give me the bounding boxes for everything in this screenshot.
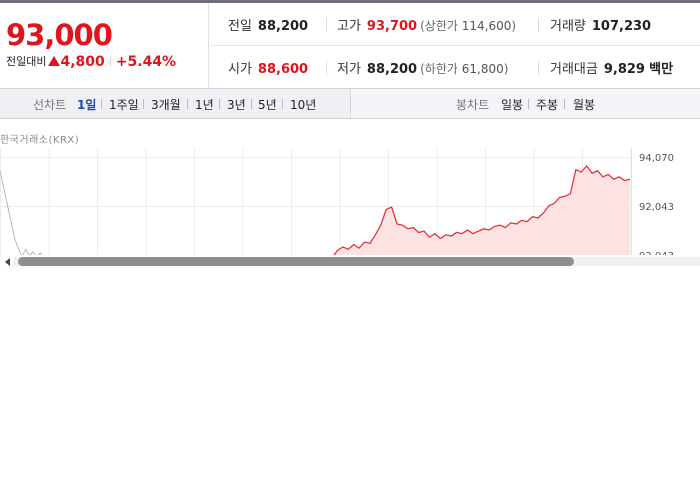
divider bbox=[251, 99, 252, 109]
divider bbox=[282, 99, 283, 109]
tab-1-day[interactable]: 1일 bbox=[77, 98, 97, 112]
divider bbox=[109, 55, 111, 67]
open-price: 시가 88,600 bbox=[228, 58, 308, 77]
top-rule bbox=[0, 0, 700, 3]
scroll-thumb[interactable] bbox=[18, 257, 574, 266]
low-value: 88,200 bbox=[366, 62, 418, 77]
row-divider bbox=[210, 45, 700, 46]
current-price: 93,000 bbox=[6, 18, 113, 52]
low-price: 저가 88,200 (하한가 61,800) bbox=[337, 58, 508, 77]
candle-chart-title: 봉차트 bbox=[456, 98, 490, 112]
high-value: 93,700 bbox=[366, 19, 418, 34]
low-label: 저가 bbox=[337, 62, 361, 77]
divider bbox=[101, 99, 102, 109]
tab-weekly-candle[interactable]: 주봉 bbox=[536, 98, 559, 112]
chart-period-tabs: 선차트 1일 1주일 3개월 1년 3년 5년 10년 봉차트 일봉 주봉 월봉 bbox=[0, 89, 700, 119]
trade-value-unit: 백만 bbox=[649, 62, 674, 77]
tab-1-year[interactable]: 1년 bbox=[195, 98, 214, 112]
price-area-fill bbox=[332, 165, 630, 255]
tab-10-years[interactable]: 10년 bbox=[290, 98, 317, 112]
chart-scrollbar[interactable] bbox=[0, 255, 700, 269]
up-arrow-icon bbox=[48, 56, 61, 66]
divider bbox=[143, 99, 144, 109]
y-tick-label: 92,043 bbox=[639, 202, 674, 213]
divider bbox=[326, 18, 327, 32]
tab-3-months[interactable]: 3개월 bbox=[151, 98, 181, 112]
change-amount: 4,800 bbox=[60, 54, 105, 70]
divider bbox=[528, 99, 529, 109]
high-price: 고가 93,700 (상한가 114,600) bbox=[337, 15, 516, 34]
divider bbox=[219, 99, 220, 109]
divider bbox=[538, 18, 539, 32]
tab-5-years[interactable]: 5년 bbox=[258, 98, 277, 112]
high-label: 고가 bbox=[337, 19, 361, 34]
lower-limit: (하한가 61,800) bbox=[420, 62, 509, 76]
change-rate: +5.44% bbox=[115, 54, 177, 70]
tab-daily-candle[interactable]: 일봉 bbox=[501, 98, 524, 112]
open-value: 88,600 bbox=[257, 62, 309, 77]
scroll-left-arrow-icon[interactable] bbox=[5, 258, 10, 266]
change-label: 전일대비 bbox=[6, 55, 47, 68]
lower-limit-value: 61,800 bbox=[461, 62, 504, 76]
y-tick-label: 94,070 bbox=[639, 153, 674, 164]
upper-limit-label: 상한가 bbox=[424, 19, 458, 33]
divider bbox=[538, 61, 539, 75]
current-price-box: 93,000 전일대비 4,800 +5.44% bbox=[0, 3, 209, 89]
divider bbox=[564, 99, 565, 109]
upper-limit-value: 114,600 bbox=[461, 19, 512, 33]
open-label: 시가 bbox=[228, 62, 252, 77]
divider bbox=[326, 61, 327, 75]
volume-label: 거래량 bbox=[550, 19, 586, 34]
tab-1-week[interactable]: 1주일 bbox=[109, 98, 139, 112]
exchange-label: 한국거래소(KRX) bbox=[0, 135, 80, 146]
volume-value: 107,230 bbox=[591, 19, 652, 34]
intraday-price-chart: 94,070 92,043 92,043 bbox=[0, 148, 674, 255]
candle-chart-tabs: 봉차트 일봉 주봉 월봉 bbox=[350, 89, 700, 118]
y-tick-label-clipped: 92,043 bbox=[639, 251, 674, 255]
price-line bbox=[333, 164, 631, 255]
quote-summary: 93,000 전일대비 4,800 +5.44% 전일 88,200 고가 93,700… bbox=[0, 3, 700, 89]
prev-close: 전일 88,200 bbox=[228, 15, 308, 34]
lower-limit-label: 하한가 bbox=[424, 62, 458, 76]
prev-close-label: 전일 bbox=[228, 19, 252, 34]
tab-3-years[interactable]: 3년 bbox=[227, 98, 246, 112]
volume: 거래량 107,230 bbox=[550, 15, 651, 34]
change-line: 전일대비 4,800 +5.44% bbox=[6, 53, 176, 70]
prev-close-value: 88,200 bbox=[257, 19, 309, 34]
trade-value: 거래대금 9,829 백만 bbox=[550, 58, 673, 77]
trade-value-amount: 9,829 bbox=[603, 62, 645, 77]
tab-monthly-candle[interactable]: 월봉 bbox=[573, 98, 596, 112]
line-chart-title: 선차트 bbox=[33, 98, 67, 112]
previous-day-line bbox=[0, 170, 43, 255]
divider bbox=[187, 99, 188, 109]
trade-value-label: 거래대금 bbox=[550, 62, 598, 77]
upper-limit: (상한가 114,600) bbox=[420, 19, 517, 33]
